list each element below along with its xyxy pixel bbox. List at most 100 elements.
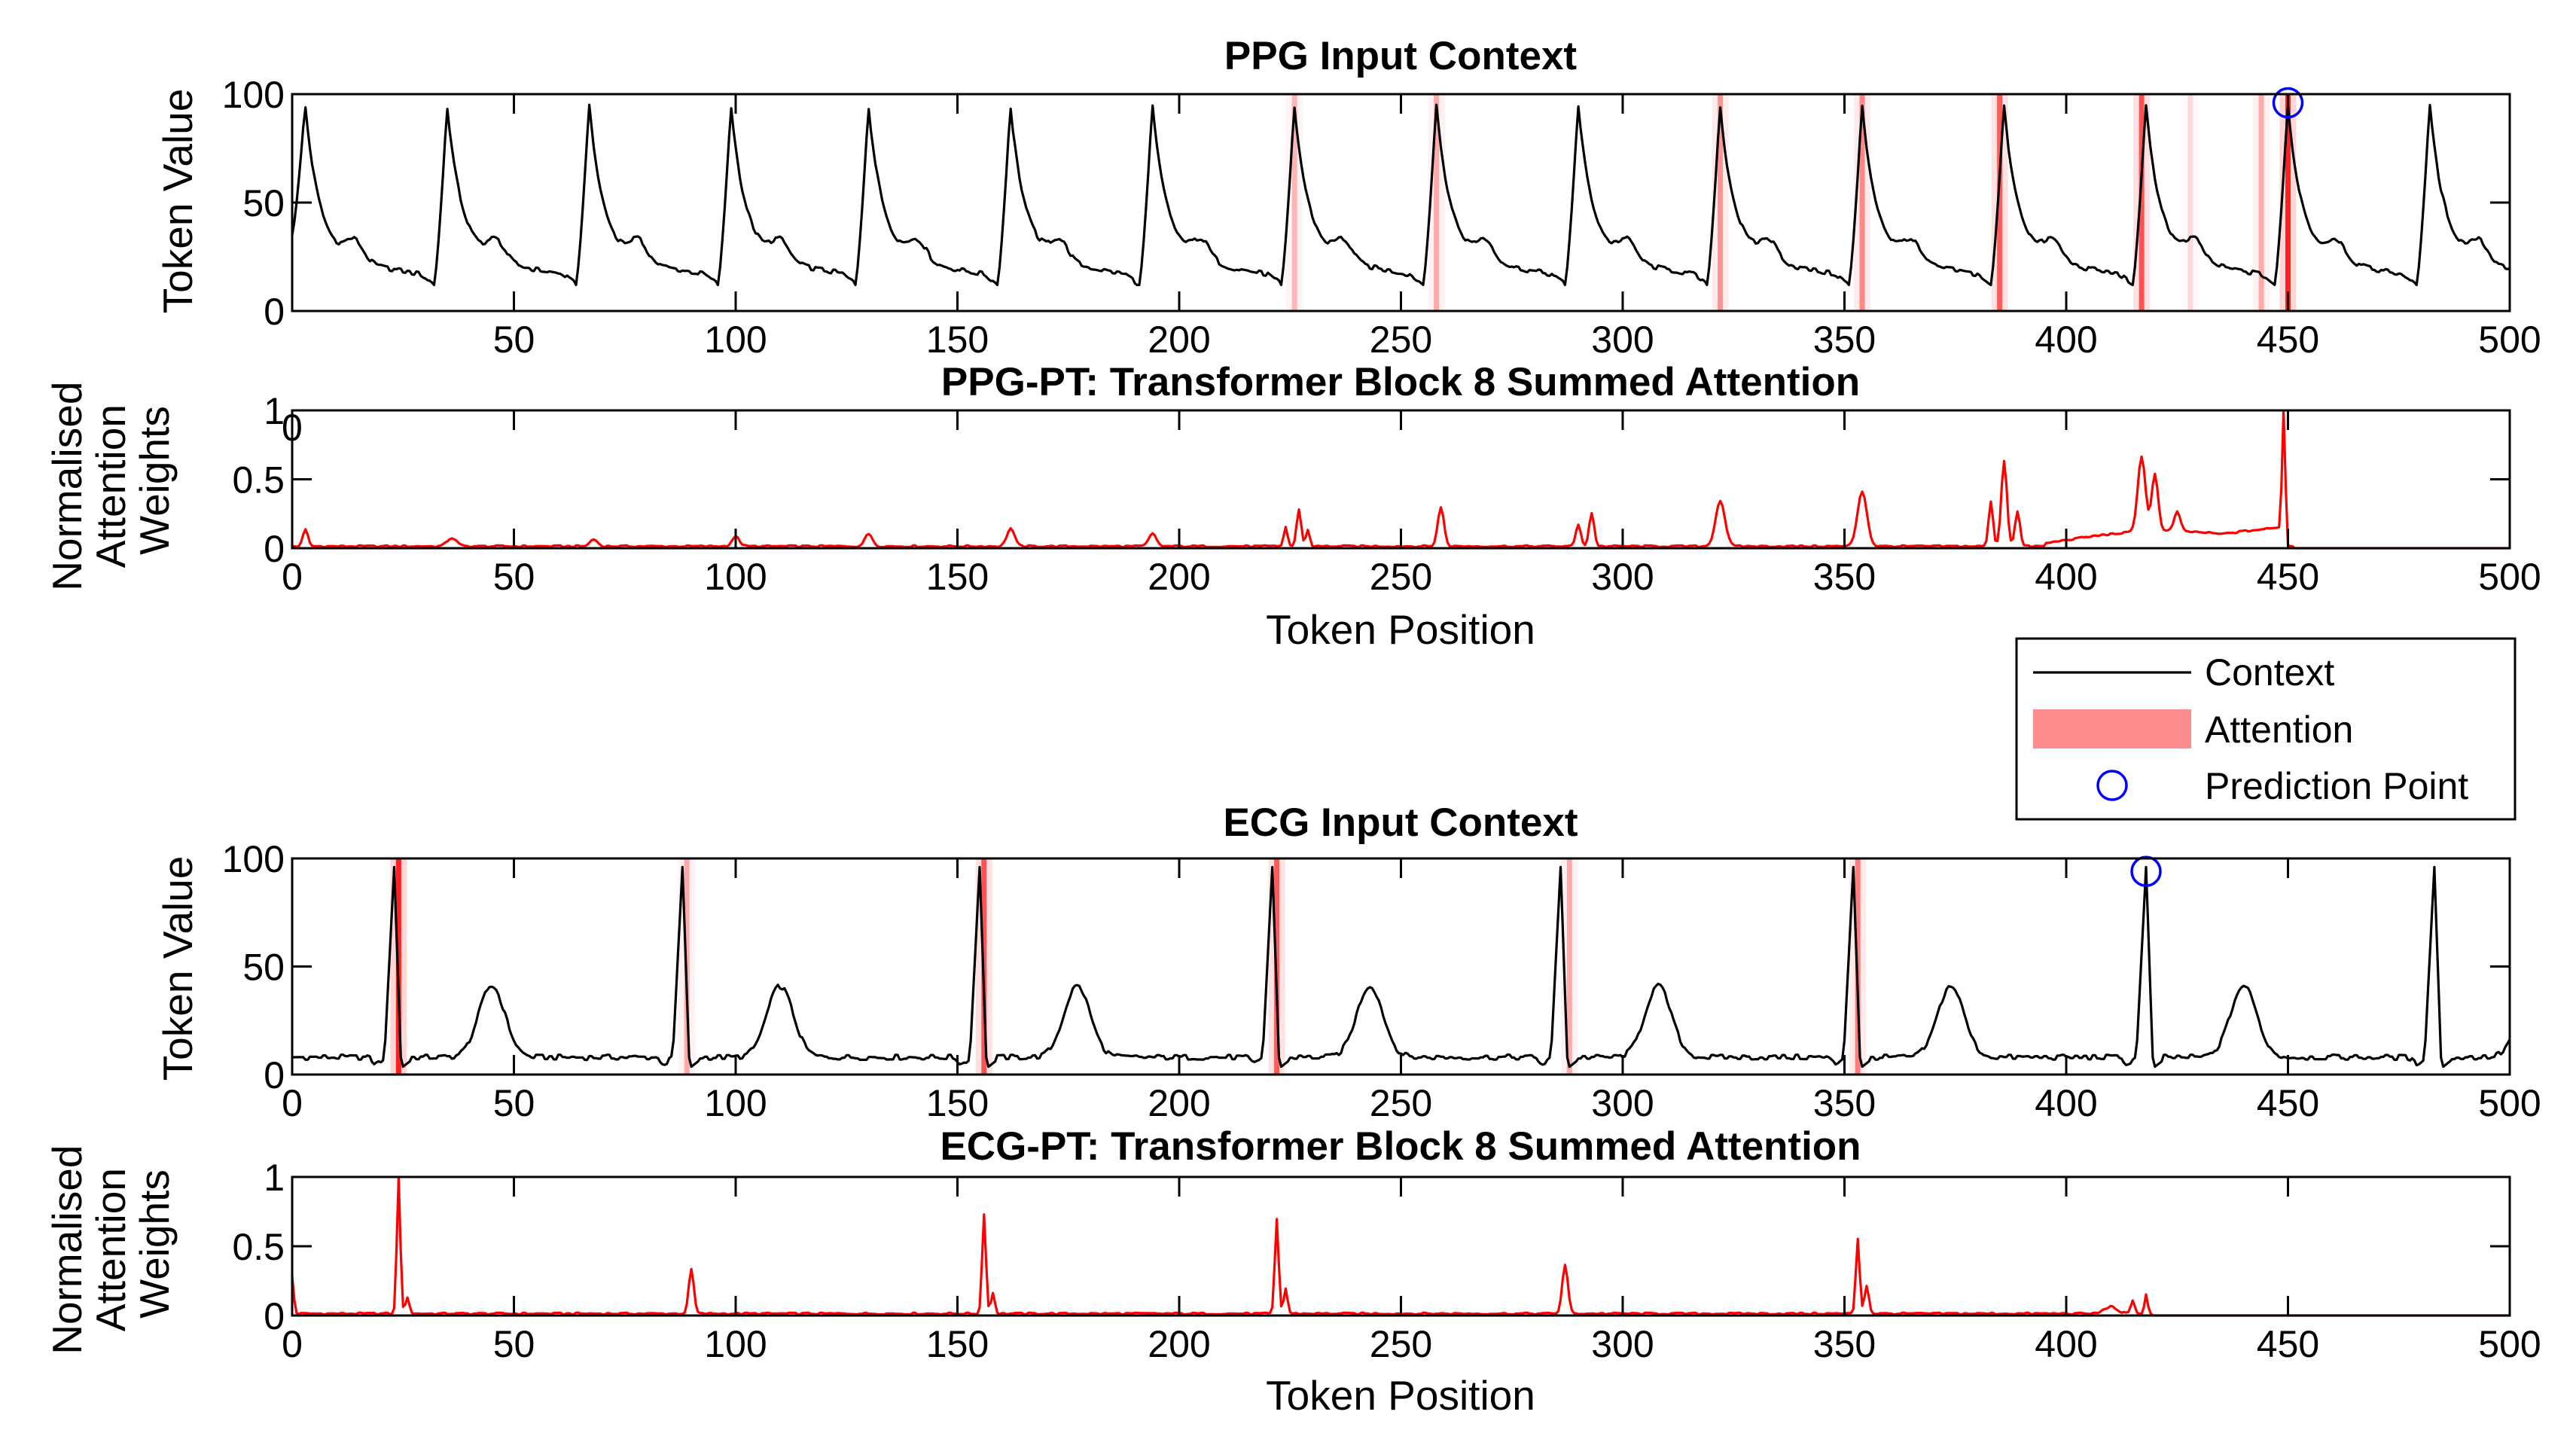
x-tick-label: 200 [1148, 1082, 1210, 1124]
ylabel-line-3: Weights [131, 1169, 178, 1319]
x-tick-label: 50 [493, 319, 535, 361]
x-tick-label: 450 [2257, 1082, 2319, 1124]
x-tick-label: 250 [1370, 1323, 1432, 1365]
ppg-attention-title: PPG-PT: Transformer Block 8 Summed Atten… [941, 360, 1860, 404]
y-tick-label: 0 [264, 528, 285, 570]
x-tick-label: 150 [926, 556, 989, 598]
x-tick-label: 250 [1370, 556, 1432, 598]
x-tick-label: 500 [2478, 556, 2541, 598]
y-tick-label: 0 [264, 1054, 285, 1096]
y-tick-label: 1 [264, 390, 285, 432]
y-tick-label: 0.5 [232, 459, 285, 502]
y-tick-label: 100 [222, 838, 285, 880]
y-tick-label: 0 [264, 1295, 285, 1337]
attention-band [1718, 94, 1724, 311]
x-tick-label: 50 [493, 556, 535, 598]
attention-band [2139, 94, 2145, 311]
ylabel-line-1: Normalised [44, 382, 90, 591]
legend-prediction-swatch [2096, 770, 2128, 801]
ecg-context-line [292, 865, 2511, 1069]
attention-band [1566, 858, 1572, 1075]
ecg-attention-title: ECG-PT: Transformer Block 8 Summed Atten… [940, 1124, 1861, 1169]
x-tick-label: 350 [1813, 319, 1876, 361]
x-tick-label: 350 [1813, 1082, 1876, 1124]
ppg-attention-xlabel: Token Position [1266, 606, 1535, 653]
x-tick-label: 450 [2257, 1323, 2319, 1365]
legend-attention-label: Attention [2205, 709, 2353, 751]
ppg-context-line [291, 103, 2510, 287]
y-tick-label: 0.5 [232, 1226, 285, 1268]
attention-band [1291, 94, 1297, 311]
ecg-prediction-point [2130, 855, 2162, 887]
x-tick-label: 400 [2035, 556, 2097, 598]
attention-band [1859, 94, 1865, 311]
legend-attention-swatch [2033, 709, 2191, 748]
attention-band [1434, 94, 1440, 311]
x-tick-label: 150 [926, 1082, 989, 1124]
y-tick-label: 50 [242, 182, 285, 224]
x-tick-label: 150 [926, 319, 989, 361]
x-tick-label: 250 [1370, 319, 1432, 361]
x-tick-label: 300 [1591, 1082, 1654, 1124]
x-tick-label: 100 [704, 556, 767, 598]
ylabel-line-3: Weights [131, 406, 178, 555]
ppg-prediction-point [2272, 87, 2304, 119]
x-tick-label: 200 [1148, 319, 1210, 361]
x-tick-label: 0 [282, 1323, 303, 1365]
x-tick-label: 350 [1813, 556, 1876, 598]
attention-band [2285, 94, 2291, 311]
x-tick-label: 350 [1813, 1323, 1876, 1365]
x-tick-label: 300 [1591, 1323, 1654, 1365]
x-tick-label: 500 [2478, 1082, 2541, 1124]
y-tick-label: 0 [264, 291, 285, 333]
ylabel-line-1: Normalised [44, 1145, 90, 1355]
ppg-attention-ticks: 0 50 100 150 200 250 300 350 400 450 500 0 0.5 1 [232, 390, 2541, 598]
ppg-context-panel: PPG Input Context Token Value 50 100 150 20… [154, 34, 2541, 361]
x-tick-label: 50 [493, 1082, 535, 1124]
x-tick-label: 100 [704, 319, 767, 361]
ppg-attention-ylabel: Normalised Attention Weights [44, 370, 178, 590]
x-tick-label: 150 [926, 1323, 989, 1365]
ecg-attention-ticks: 0 50 100 150 200 250 300 350 400 450 500 0 0.5 1 [232, 1157, 2541, 1365]
legend-context-label: Context [2205, 651, 2334, 694]
x-tick-label: 100 [704, 1323, 767, 1365]
x-tick-label: 300 [1591, 556, 1654, 598]
ppg-context-ylabel: Token Value [154, 89, 201, 314]
y-tick-label: 100 [222, 74, 285, 116]
attention-band [2187, 94, 2193, 311]
y-tick-label: 50 [242, 947, 285, 989]
ecg-context-ylabel: Token Value [154, 856, 201, 1081]
ppg-context-ticks: 50 100 150 200 250 300 350 400 450 500 0 50 100 [222, 74, 2541, 361]
attention-band [2258, 94, 2264, 311]
x-tick-label: 50 [493, 1323, 535, 1365]
legend-prediction-label: Prediction Point [2205, 765, 2468, 807]
ecg-attention-xlabel: Token Position [1266, 1372, 1535, 1419]
legend: Context Attention Prediction Point [2015, 637, 2517, 821]
ppg-context-title: PPG Input Context [1224, 34, 1577, 78]
x-tick-label: 400 [2035, 1082, 2097, 1124]
x-tick-label: 450 [2257, 319, 2319, 361]
ylabel-line-2: Attention [87, 404, 134, 568]
ecg-context-title: ECG Input Context [1223, 800, 1578, 845]
ecg-attention-ylabel: Normalised Attention Weights [44, 1133, 178, 1354]
x-tick-label: 0 [282, 556, 303, 598]
x-tick-label: 500 [2478, 319, 2541, 361]
x-tick-label: 400 [2035, 319, 2097, 361]
ecg-attention-panel: ECG-PT: Transformer Block 8 Summed Atten… [44, 1124, 2541, 1419]
x-tick-label: 250 [1370, 1082, 1432, 1124]
ecg-context-panel: ECG Input Context Token Value 0 50 100 150 2… [154, 800, 2541, 1124]
attention-band [1997, 94, 2003, 311]
y-tick-label: 1 [264, 1157, 285, 1199]
ecg-context-ticks: 0 50 100 150 200 250 300 350 400 450 500 0 50 100 [222, 838, 2541, 1124]
x-tick-label: 400 [2035, 1323, 2097, 1365]
x-tick-label: 0 [282, 1082, 303, 1124]
x-tick-label: 200 [1148, 556, 1210, 598]
attention-band-halo [2253, 94, 2270, 311]
x-tick-label: 450 [2257, 556, 2319, 598]
x-tick-label: 500 [2478, 1323, 2541, 1365]
ppg-attention-panel: PPG-PT: Transformer Block 8 Summed Atten… [44, 360, 2541, 653]
ylabel-line-2: Attention [87, 1168, 134, 1331]
x-tick-label: 300 [1591, 319, 1654, 361]
x-tick-label: 200 [1148, 1323, 1210, 1365]
